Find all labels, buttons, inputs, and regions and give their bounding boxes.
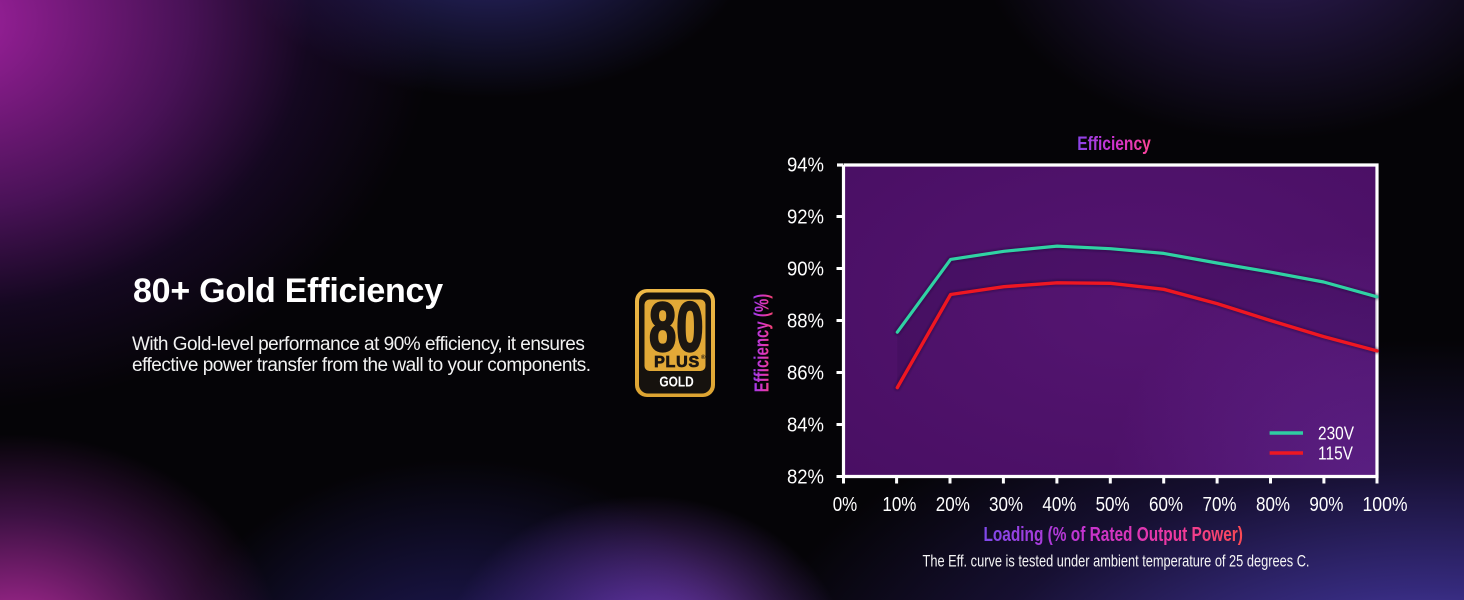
svg-text:115V: 115V (1318, 442, 1354, 463)
svg-text:GOLD: GOLD (659, 373, 694, 389)
svg-text:Loading (% of Rated Output Pow: Loading (% of Rated Output Power) (983, 524, 1243, 546)
svg-text:30%: 30% (989, 494, 1023, 516)
svg-text:90%: 90% (787, 259, 824, 281)
svg-text:60%: 60% (1149, 494, 1183, 516)
svg-text:80: 80 (649, 289, 704, 366)
svg-text:40%: 40% (1042, 494, 1076, 516)
svg-text:90%: 90% (1309, 494, 1343, 516)
svg-text:92%: 92% (787, 207, 824, 229)
svg-text:10%: 10% (882, 494, 916, 516)
svg-text:®: ® (701, 354, 706, 361)
svg-text:84%: 84% (787, 415, 824, 437)
svg-text:50%: 50% (1096, 494, 1130, 516)
svg-text:230V: 230V (1318, 422, 1355, 443)
svg-text:PLUS: PLUS (654, 354, 700, 371)
svg-text:Efficiency: Efficiency (1077, 134, 1151, 155)
svg-text:100%: 100% (1363, 494, 1408, 516)
svg-text:Efficiency (%): Efficiency (%) (752, 294, 774, 393)
svg-text:The Eff. curve is tested under: The Eff. curve is tested under ambient t… (923, 552, 1310, 571)
svg-text:0%: 0% (833, 494, 858, 516)
svg-text:80%: 80% (1256, 494, 1290, 516)
svg-text:88%: 88% (787, 311, 824, 333)
svg-text:86%: 86% (787, 363, 824, 385)
svg-text:70%: 70% (1203, 494, 1237, 516)
svg-text:94%: 94% (787, 155, 824, 177)
svg-text:82%: 82% (787, 467, 824, 489)
svg-text:20%: 20% (936, 494, 970, 516)
